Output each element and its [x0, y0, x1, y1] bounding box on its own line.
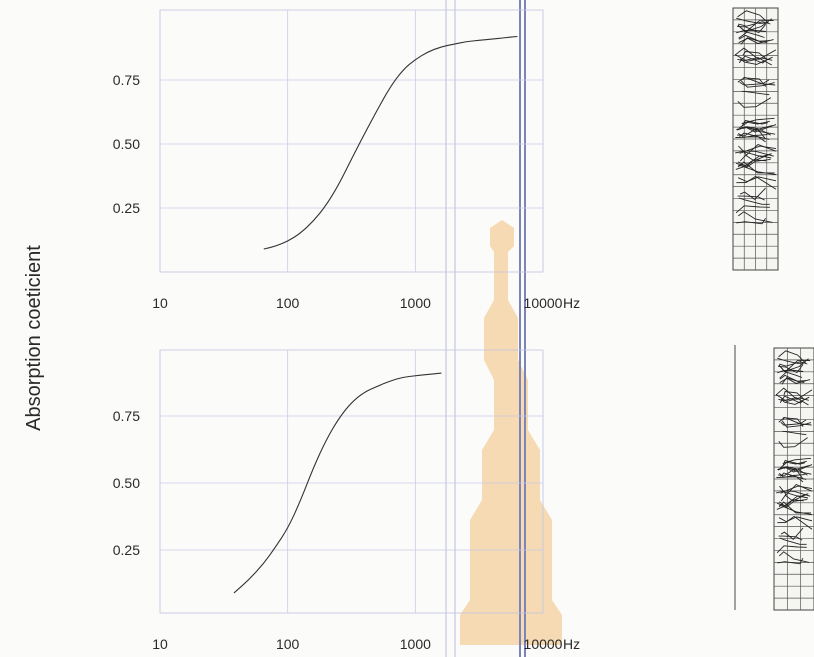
absorption-curve — [263, 35, 518, 250]
top-sample-illustration — [732, 7, 779, 271]
x-tick-label: 10 — [152, 295, 168, 311]
sample-fiber — [779, 377, 811, 384]
sample-fiber — [780, 493, 808, 502]
sample-fiber — [780, 527, 804, 541]
sample-fiber — [737, 97, 772, 108]
sample-fiber — [778, 416, 812, 426]
y-axis-label: Absorption coeticient — [23, 245, 45, 431]
sample-fiber — [737, 76, 776, 86]
sample-fiber — [742, 51, 767, 60]
sample-fiber — [735, 47, 777, 61]
sample-fiber — [778, 535, 803, 541]
sample-fiber — [734, 54, 773, 62]
sample-fiber — [780, 396, 810, 405]
sample-fiber — [737, 195, 765, 201]
sample-fiber — [783, 391, 805, 400]
sample-fiber — [736, 127, 766, 139]
y-tick-label: 0.75 — [113, 408, 140, 424]
sample-fiber — [736, 29, 766, 34]
sample-fiber — [777, 467, 804, 479]
sample-fiber — [735, 159, 767, 167]
sample-fiber — [738, 145, 777, 153]
y-tick-label: 0.50 — [113, 475, 140, 491]
sample-fiber — [778, 516, 813, 523]
sample-fiber — [739, 79, 770, 86]
sample-fiber — [780, 491, 809, 498]
x-tick-label: 100 — [276, 295, 300, 311]
sample-fiber — [778, 350, 806, 364]
x-tick-label: 10000 — [524, 295, 563, 311]
sample-fiber — [737, 10, 769, 24]
sample-fiber — [742, 143, 777, 156]
absorption-curve — [233, 372, 442, 594]
sample-fiber — [735, 166, 777, 176]
sample-fiber — [778, 358, 809, 373]
sample-fiber — [737, 18, 773, 33]
sample-fiber — [739, 187, 766, 200]
sample-fiber — [781, 377, 807, 385]
sample-fiber — [739, 153, 771, 162]
sample-fiber — [777, 369, 804, 374]
bottom-chart: 10 100 1000 10000 Hz 0.25 0.50 0.75 — [113, 349, 580, 652]
top-chart: 10 100 1000 10000 Hz 0.25 0.50 0.75 — [113, 9, 580, 311]
watermark — [460, 220, 562, 645]
scan-lines — [445, 0, 526, 657]
sample-fiber — [778, 364, 804, 374]
sample-fiber — [782, 459, 806, 467]
sample-fiber — [740, 37, 770, 45]
sample-fiber — [775, 387, 813, 401]
sample-fiber — [783, 483, 813, 496]
sample-fiber — [737, 24, 767, 34]
sample-fiber — [778, 551, 810, 563]
y-tick-label: 0.25 — [113, 542, 140, 558]
sample-fiber — [736, 175, 777, 190]
sample-fiber — [779, 371, 803, 379]
sample-fiber — [735, 134, 768, 138]
x-tick-label: 10 — [152, 636, 168, 652]
x-tick-label: 10000 — [524, 636, 563, 652]
sample-fiber — [776, 506, 813, 516]
sample-fiber — [738, 197, 770, 205]
sample-fiber — [737, 176, 777, 183]
sample-fiber — [778, 437, 808, 448]
x-unit-label: Hz — [563, 636, 580, 652]
sample-fiber — [776, 474, 805, 478]
sample-fiber — [738, 31, 765, 39]
sample-fiber — [780, 419, 807, 426]
sample-fiber — [739, 151, 772, 158]
plot-frame — [159, 9, 544, 273]
sample-fiber — [777, 357, 805, 364]
sample-fiber — [739, 120, 770, 129]
x-unit-label: Hz — [563, 295, 580, 311]
sample-fiber — [740, 56, 773, 65]
sample-fiber — [782, 430, 807, 436]
sample-fiber — [738, 34, 768, 43]
sample-fiber — [738, 211, 773, 223]
sample-fiber — [777, 465, 809, 471]
y-tick-label: 0.25 — [113, 200, 140, 216]
sample-fiber — [777, 466, 808, 476]
sample-fiber — [736, 126, 771, 136]
sample-fiber — [738, 37, 774, 44]
sample-fiber — [741, 90, 770, 96]
x-tick-label: 1000 — [400, 636, 431, 652]
y-tick-label: 0.50 — [113, 136, 140, 152]
sample-fiber — [776, 499, 804, 507]
y-tick-label: 0.75 — [113, 72, 140, 88]
bottom-sample-illustration — [773, 347, 814, 611]
sample-fiber — [779, 374, 805, 383]
sample-fiber — [741, 119, 768, 127]
x-tick-label: 1000 — [400, 295, 431, 311]
sample-fiber — [779, 537, 807, 545]
sample-fiber — [776, 545, 807, 554]
sample-fiber — [736, 17, 768, 24]
sample-fiber — [736, 125, 773, 131]
sample-fiber — [735, 205, 770, 214]
sample-fiber — [775, 394, 809, 402]
x-tick-label: 100 — [276, 636, 300, 652]
sample-fiber — [779, 485, 813, 493]
sample-fiber — [777, 515, 813, 530]
